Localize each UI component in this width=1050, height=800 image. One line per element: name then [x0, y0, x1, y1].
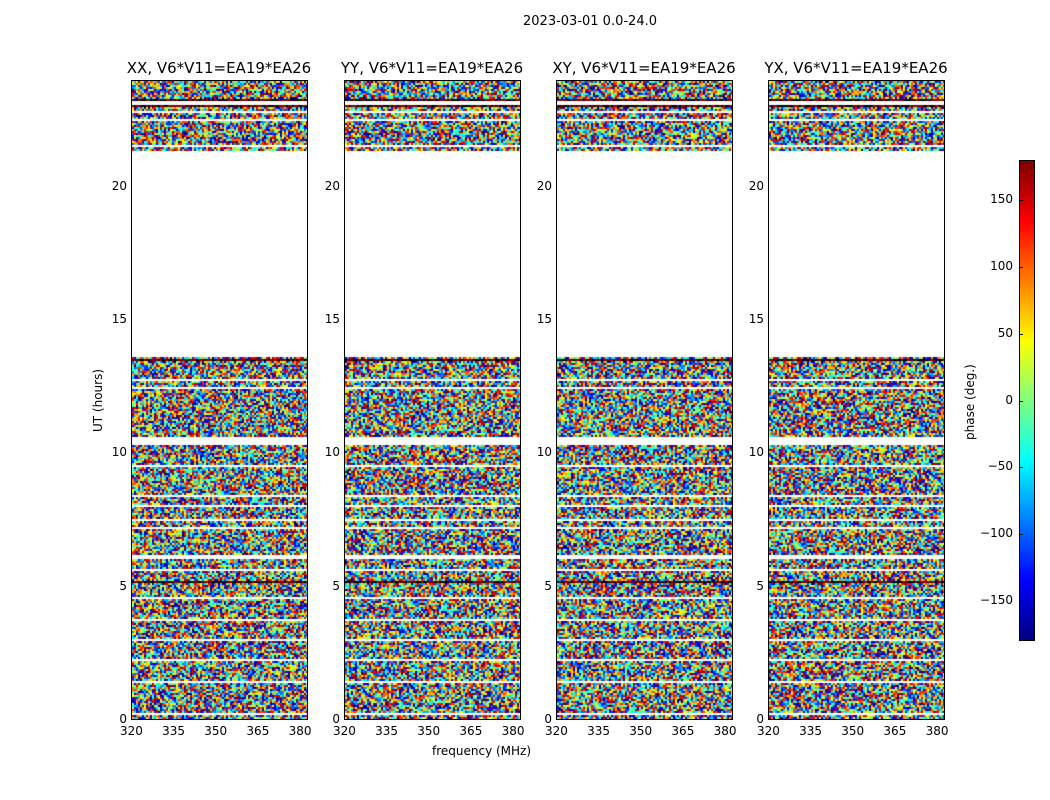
y-tick-label: 10	[536, 445, 552, 460]
waterfall-panel	[768, 80, 945, 720]
colorbar-tick-label: −50	[987, 459, 1013, 474]
x-tick-label: 320	[120, 724, 143, 738]
x-tick-label: 350	[417, 724, 441, 738]
y-tick-label: 0	[119, 712, 127, 726]
y-tick-label: 10	[111, 445, 127, 460]
x-tick-label: 320	[333, 724, 356, 738]
y-tick-label: 0	[756, 712, 764, 726]
phase-heatmap	[345, 81, 520, 719]
waterfall-panel	[556, 80, 733, 720]
y-tick-label: 20	[324, 178, 340, 193]
x-tick-label: 365	[459, 724, 483, 738]
x-tick-label: 350	[629, 724, 653, 738]
y-tick-label: 15	[748, 312, 764, 326]
x-tick-label: 335	[375, 724, 399, 738]
x-tick-label: 335	[587, 724, 611, 738]
panel-title: YY, V6*V11=EA19*EA26	[340, 59, 524, 77]
y-tick-label: 20	[536, 178, 552, 193]
x-tick-label: 380	[501, 724, 525, 738]
y-tick-label: 10	[748, 445, 764, 460]
y-tick-label: 5	[544, 578, 552, 593]
colorbar-tick-mark	[1019, 400, 1023, 402]
x-tick-label: 350	[841, 724, 865, 738]
y-tick-label: 20	[748, 178, 764, 193]
colorbar-tick-label: −100	[980, 526, 1013, 541]
colorbar-tick-label: 0	[1005, 392, 1013, 407]
x-tick-label: 320	[545, 724, 568, 738]
waterfall-panel	[131, 80, 308, 720]
colorbar-tick-label: 100	[990, 258, 1013, 273]
x-tick-label: 320	[757, 724, 780, 738]
x-tick-label: 380	[925, 724, 949, 738]
x-tick-label: 335	[162, 724, 186, 738]
y-tick-label: 0	[332, 712, 340, 726]
y-tick-label: 5	[119, 578, 127, 593]
panel-title: XY, V6*V11=EA19*EA26	[552, 59, 736, 77]
phase-heatmap	[132, 81, 307, 719]
waterfall-panel	[344, 80, 521, 720]
x-tick-label: 335	[799, 724, 823, 738]
phase-heatmap	[769, 81, 944, 719]
y-tick-label: 5	[332, 578, 340, 593]
y-tick-label: 15	[324, 312, 340, 326]
colorbar-tick-mark	[1019, 600, 1023, 602]
x-axis-label: frequency (MHz)	[432, 744, 532, 758]
y-tick-label: 15	[536, 312, 552, 326]
x-tick-label: 380	[713, 724, 737, 738]
y-tick-label: 5	[756, 578, 764, 593]
y-tick-label: 15	[111, 312, 127, 326]
colorbar-tick-label: −150	[980, 592, 1013, 607]
colorbar-tick-mark	[1019, 534, 1023, 536]
x-tick-label: 365	[671, 724, 695, 738]
y-tick-label: 10	[324, 445, 340, 460]
y-tick-label: 0	[544, 712, 552, 726]
x-tick-label: 380	[288, 724, 312, 738]
colorbar-tick-label: 150	[990, 192, 1013, 207]
x-tick-label: 350	[204, 724, 228, 738]
colorbar-tick-mark	[1019, 467, 1023, 469]
colorbar-tick-mark	[1019, 200, 1023, 202]
y-axis-label: UT (hours)	[91, 368, 105, 432]
phase-heatmap	[557, 81, 732, 719]
x-tick-label: 365	[883, 724, 907, 738]
x-tick-label: 365	[246, 724, 270, 738]
panel-title: XX, V6*V11=EA19*EA26	[126, 59, 312, 77]
colorbar-tick-label: 50	[997, 325, 1013, 340]
colorbar-tick-mark	[1019, 266, 1023, 268]
panel-title: YX, V6*V11=EA19*EA26	[764, 59, 948, 77]
y-tick-label: 20	[111, 178, 127, 193]
figure-title: 2023-03-01 0.0-24.0	[523, 14, 657, 29]
colorbar-tick-mark	[1019, 333, 1023, 335]
